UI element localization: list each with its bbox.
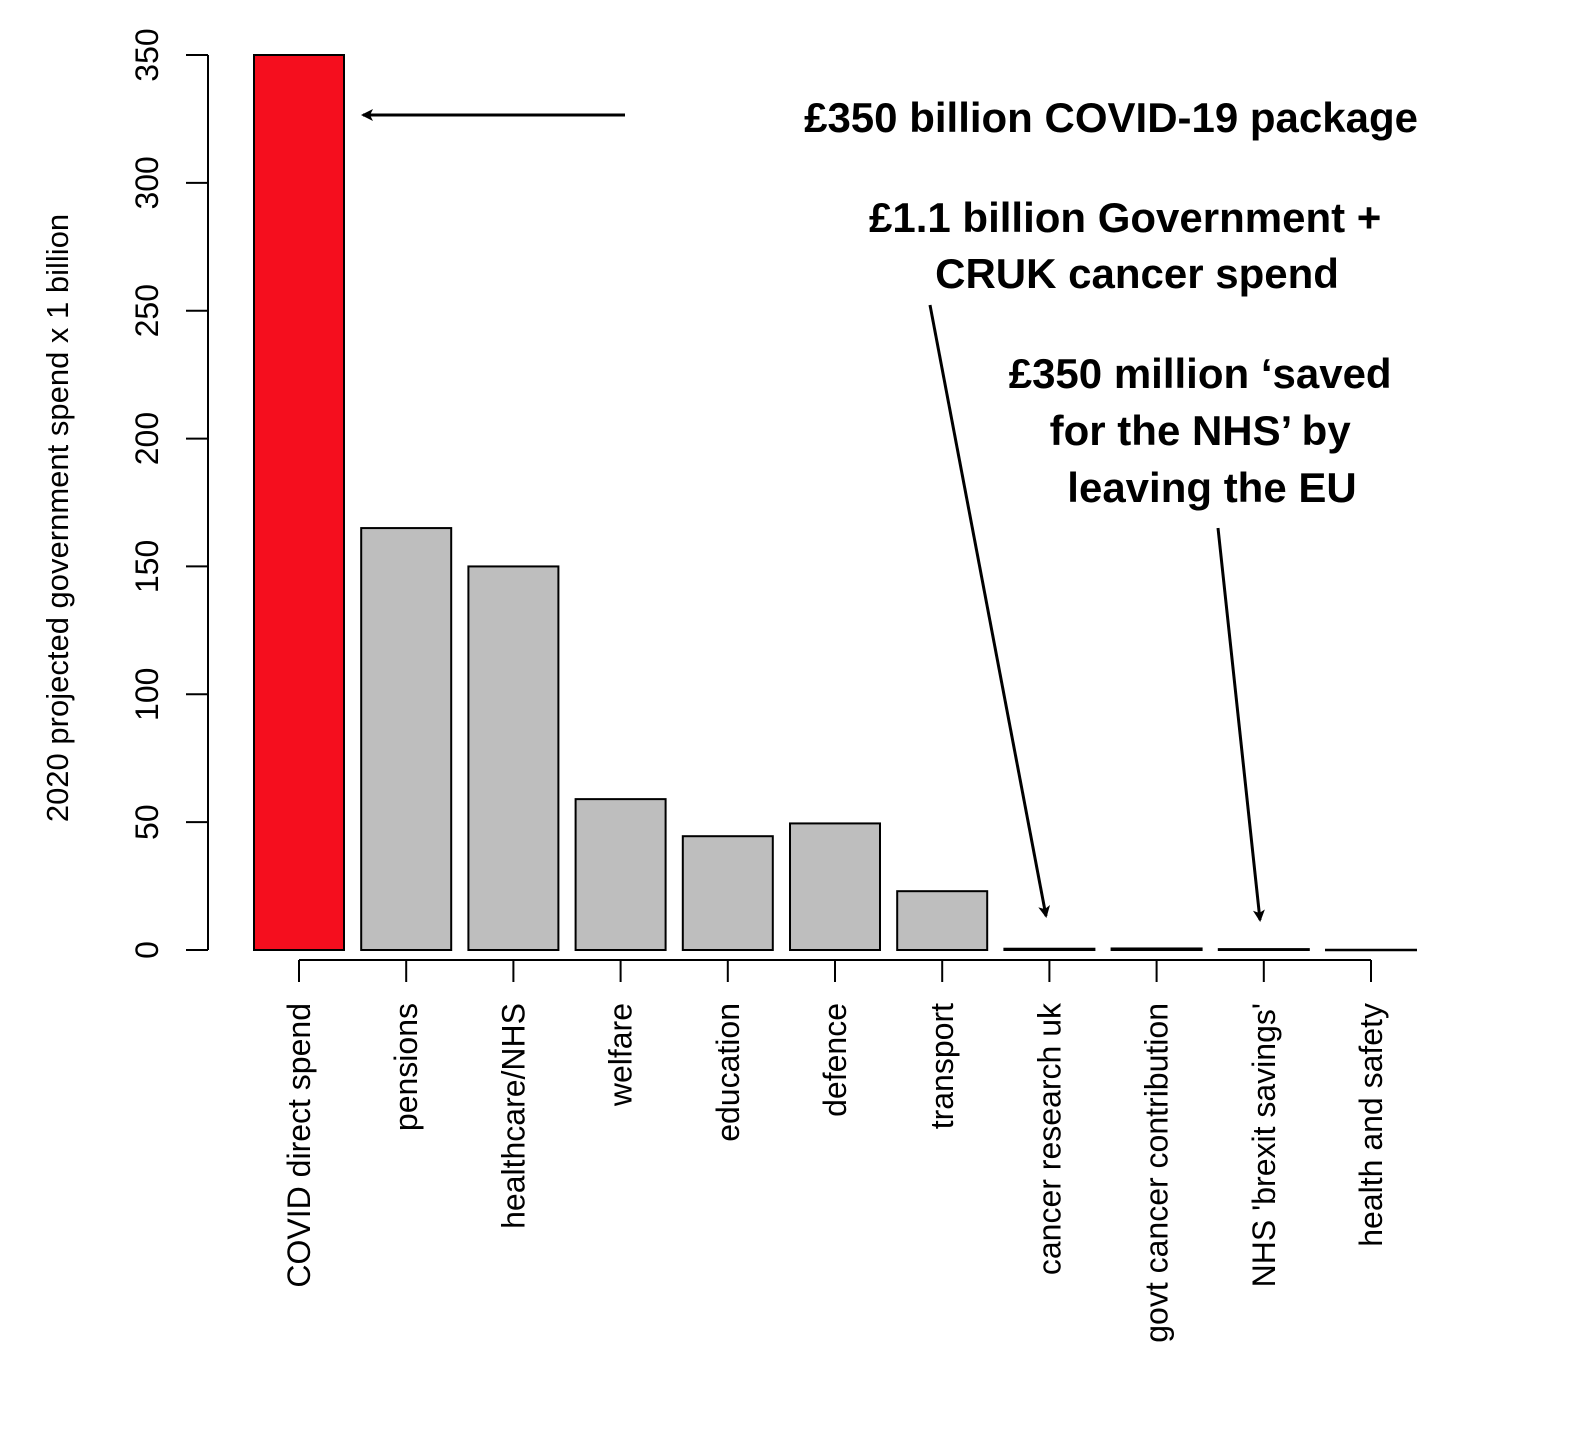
arrow-to-cancer-research-bar	[928, 304, 1051, 918]
y-axis-title: 2020 projected government spend x 1 bill…	[40, 214, 75, 822]
y-tick-label: 0	[129, 941, 165, 959]
y-tick-label: 200	[129, 412, 165, 465]
bar-nhs-brexit-savings	[1217, 948, 1310, 951]
x-tick-label: healthcare/NHS	[495, 1003, 531, 1229]
x-tick-label: NHS 'brexit savings'	[1246, 1003, 1282, 1287]
y-tick-label: 250	[129, 284, 165, 337]
bar-education	[681, 835, 774, 952]
x-tick-label: defence	[817, 1003, 853, 1117]
annotation-cancer-spend: £1.1 billion Government + CRUK cancer sp…	[869, 194, 1393, 297]
y-axis: 0 50 100 150 200 250 300 350	[129, 28, 209, 959]
bar-health-and-safety	[1325, 948, 1417, 952]
x-tick-label: health and safety	[1353, 1003, 1389, 1247]
bar-cancer-research-uk	[1003, 947, 1096, 952]
y-tick-label: 100	[129, 668, 165, 721]
bars	[253, 54, 1417, 952]
y-tick-label: 50	[129, 804, 165, 840]
bar-govt-cancer-contribution	[1110, 947, 1203, 951]
bar-pensions	[360, 527, 453, 951]
annotation-covid-package: £350 billion COVID-19 package	[804, 94, 1418, 141]
y-tick-label: 150	[129, 540, 165, 593]
x-axis: COVID direct spend pensions healthcare/NHS…	[281, 959, 1389, 1343]
x-tick-label: pensions	[388, 1003, 424, 1131]
bar-covid-direct-spend	[253, 54, 345, 951]
bar-defence	[789, 822, 881, 952]
x-tick-label: COVID direct spend	[281, 1003, 317, 1288]
bar-transport	[896, 890, 989, 952]
x-tick-label: cancer research uk	[1031, 1002, 1067, 1275]
y-tick-label: 350	[129, 28, 165, 81]
x-tick-label: transport	[924, 1003, 960, 1129]
x-tick-label: govt cancer contribution	[1139, 1003, 1175, 1343]
bar-healthcare-nhs	[467, 565, 560, 952]
arrow-to-brexit-savings-bar	[1216, 527, 1265, 922]
y-tick-label: 300	[129, 156, 165, 209]
annotation-brexit-savings: £350 million ‘saved for the NHS’ by leav…	[1009, 350, 1404, 511]
x-tick-label: welfare	[603, 1003, 639, 1107]
x-tick-label: education	[710, 1003, 746, 1142]
bar-welfare	[574, 798, 667, 952]
